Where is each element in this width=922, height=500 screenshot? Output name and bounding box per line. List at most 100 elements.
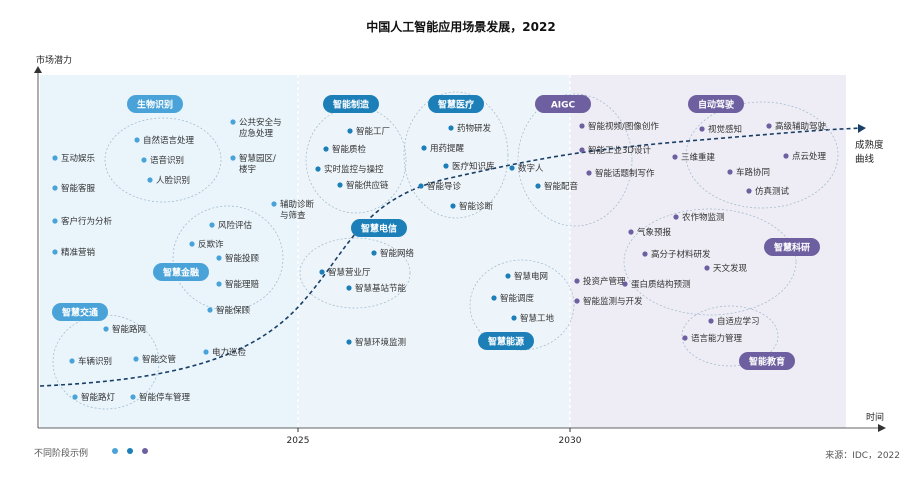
data-point-label: 天文发现 xyxy=(713,263,748,274)
data-point xyxy=(672,154,678,160)
chart-title: 中国人工智能应用场景发展，2022 xyxy=(366,20,556,34)
data-point-label: 智能工业3D设计 xyxy=(588,145,651,156)
data-point-label: 智能路网 xyxy=(112,324,146,335)
data-point xyxy=(203,349,209,355)
cluster-outline xyxy=(681,305,779,367)
data-point xyxy=(727,169,733,175)
data-point xyxy=(622,281,628,287)
cluster-outline xyxy=(299,237,411,309)
data-point xyxy=(766,123,772,129)
data-point-label: 点云处理 xyxy=(792,151,827,162)
data-point xyxy=(216,255,222,261)
data-point-label: 智能保顾 xyxy=(216,305,251,316)
stage-band-2 xyxy=(298,75,570,428)
y-axis-arrow xyxy=(34,66,42,73)
data-point-label: 医疗知识库 xyxy=(452,161,495,172)
cluster-badge xyxy=(764,238,820,256)
cluster-outline xyxy=(403,91,509,219)
cluster-badge xyxy=(52,303,108,321)
data-point-label: 智慧工地 xyxy=(520,313,555,324)
data-point xyxy=(271,201,277,207)
curve-label: 曲线 xyxy=(855,153,875,165)
stage-legend-dot xyxy=(112,448,118,454)
data-point xyxy=(421,145,427,151)
data-point-label: 智慧基站节能 xyxy=(355,283,407,294)
data-point-label: 反欺诈 xyxy=(198,239,224,250)
cluster-outline xyxy=(685,101,839,209)
data-point-label: 农作物监测 xyxy=(682,212,725,223)
data-point-label: 车辆识别 xyxy=(78,356,112,367)
cluster-badge xyxy=(535,95,591,113)
data-point-label: 语言能力管理 xyxy=(691,333,743,344)
cluster-outline xyxy=(104,117,222,203)
data-point xyxy=(511,315,517,321)
data-point xyxy=(141,157,147,163)
data-point-label: 智能路灯 xyxy=(81,392,116,403)
data-point-label: 智慧电网 xyxy=(514,271,548,282)
data-point xyxy=(133,356,139,362)
data-point-label: 语音识别 xyxy=(150,155,184,166)
data-point-label: 精准营销 xyxy=(61,247,96,258)
x-axis-arrow xyxy=(878,424,886,432)
cluster-badge-label: 智慧交通 xyxy=(62,307,98,319)
data-point-label: 智能网络 xyxy=(380,248,415,259)
data-point xyxy=(346,339,352,345)
cluster-badge-label: 智慧金融 xyxy=(163,267,199,279)
stage-legend-dot xyxy=(127,448,133,454)
data-point-label: 药物研发 xyxy=(457,123,492,134)
data-point-label: 智能交管 xyxy=(142,354,176,365)
data-point-label: 三维重建 xyxy=(681,152,716,163)
data-point-label: 智慧园区/楼宇 xyxy=(239,153,276,175)
data-point xyxy=(535,183,541,189)
data-point-label: 智能客服 xyxy=(61,183,96,194)
data-point-label: 智能质检 xyxy=(332,144,367,155)
data-point-label: 视觉感知 xyxy=(708,124,742,135)
data-point-label: 智能视频/图像创作 xyxy=(588,121,659,132)
data-point-label: 车路协同 xyxy=(736,167,770,178)
data-point-label: 智能供应链 xyxy=(346,180,389,191)
data-point xyxy=(371,250,377,256)
data-point xyxy=(579,147,585,153)
data-point xyxy=(699,126,705,132)
data-point-label: 投资产管理 xyxy=(583,276,626,287)
data-point-label: 气象预报 xyxy=(637,227,672,238)
data-point xyxy=(130,394,136,400)
cluster-badge xyxy=(153,263,209,281)
data-point-label: 自适应学习 xyxy=(717,316,760,327)
data-point xyxy=(450,203,456,209)
data-point-label: 高级辅助驾驶 xyxy=(775,121,827,132)
data-point xyxy=(72,394,78,400)
data-point xyxy=(418,183,424,189)
data-point xyxy=(443,163,449,169)
data-point-label: 智能调度 xyxy=(500,293,535,304)
y-axis-label: 市场潜力 xyxy=(36,54,72,66)
x-axis-label: 时间 xyxy=(866,411,884,423)
stage-band-1 xyxy=(40,75,298,428)
data-point xyxy=(783,153,789,159)
data-point-label: 智能理赔 xyxy=(225,279,260,290)
data-point xyxy=(708,318,714,324)
cluster-outline xyxy=(52,314,160,410)
data-point-label: 自然语言处理 xyxy=(143,135,195,146)
data-point xyxy=(69,358,75,364)
data-point xyxy=(319,269,325,275)
data-point xyxy=(134,137,140,143)
data-point-label: 高分子材料研发 xyxy=(651,249,711,260)
data-point xyxy=(323,146,329,152)
cluster-badge-label: 智能教育 xyxy=(749,356,785,368)
data-point xyxy=(209,222,215,228)
data-point xyxy=(628,229,634,235)
data-point-label: 智能停车管理 xyxy=(139,392,191,403)
data-point xyxy=(642,251,648,257)
cluster-badge xyxy=(323,95,379,113)
cluster-badge-label: 生物识别 xyxy=(137,99,173,111)
data-point-label: 智慧环境监测 xyxy=(355,337,406,348)
cluster-badge-label: 智慧电信 xyxy=(361,223,397,235)
cluster-badge xyxy=(739,352,795,370)
data-point xyxy=(216,281,222,287)
data-point xyxy=(52,218,58,224)
source-note: 来源：IDC，2022 xyxy=(825,451,900,461)
data-point-label: 智能诊断 xyxy=(459,201,494,212)
maturity-curve xyxy=(39,127,863,387)
